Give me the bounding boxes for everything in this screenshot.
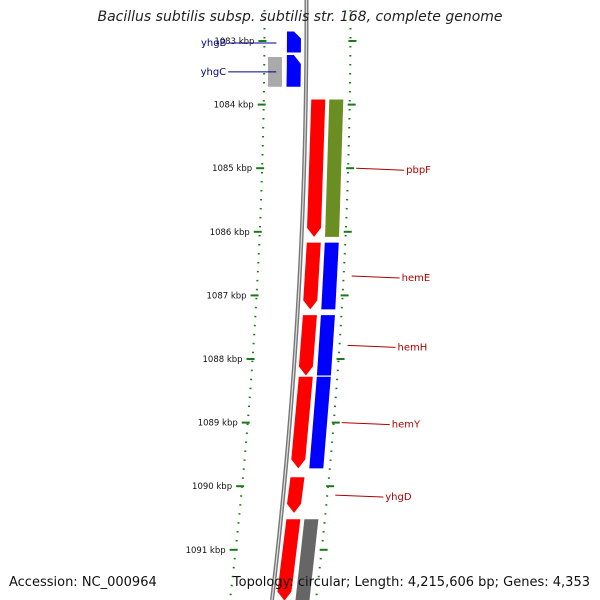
orf-block — [316, 315, 335, 376]
gene-labels: yhgB yhgC pbpF hemE hemH hemY yhgD — [201, 38, 432, 503]
gene-label: hemE — [402, 273, 431, 284]
orf-block — [325, 99, 344, 237]
gene-label: pbpF — [406, 165, 431, 176]
orf-block — [321, 242, 339, 310]
dotted-guide — [229, 10, 266, 599]
gene-label-leader — [356, 167, 405, 171]
gene-arrow — [298, 315, 317, 376]
gene-label: yhgC — [201, 67, 227, 78]
gene-label: hemY — [392, 420, 421, 431]
ruler-tick-label: 1091 kbp — [186, 546, 226, 556]
gene-arrow — [291, 376, 313, 469]
gene-label-leader — [347, 344, 396, 348]
map-title: Bacillus subtilis subsp. subtilis str. 1… — [97, 9, 503, 25]
orf-block — [295, 519, 319, 600]
ruler-tick-label: 1086 kbp — [210, 228, 250, 238]
gene-label: yhgD — [385, 492, 412, 503]
orf-block — [309, 376, 331, 469]
gene-arrow — [307, 99, 326, 237]
features — [268, 31, 344, 600]
gene-label-leader — [335, 494, 384, 498]
gene-arrow — [286, 31, 301, 53]
gene-arrow — [277, 519, 301, 600]
backbone-line-inner — [271, 0, 308, 600]
ruler-tick-label: 1087 kbp — [207, 291, 247, 301]
ruler-tick-label: 1090 kbp — [192, 482, 232, 492]
ruler-tick-label: 1088 kbp — [203, 355, 243, 365]
gene-label: yhgB — [201, 38, 227, 49]
ruler-tick-label: 1083 kbp — [214, 37, 254, 47]
gene-arrow — [286, 54, 301, 87]
gene-label: hemH — [398, 342, 428, 353]
ruler-tick-label: 1084 kbp — [214, 101, 254, 111]
gene-label-leader — [351, 275, 400, 279]
backbone-line-outer — [270, 0, 309, 600]
backbone — [270, 0, 309, 600]
genome-summary-text: Topology: circular; Length: 4,215,606 bp… — [232, 575, 590, 590]
ruler-tick-label: 1089 kbp — [198, 419, 238, 429]
accession-text: Accession: NC_000964 — [9, 575, 157, 590]
gene-label-leader — [341, 422, 390, 426]
ruler: 1083 kbp 1084 kbp 1085 kbp 1086 kbp 1087 kbp… — [186, 37, 357, 556]
ruler-tick-label: 1085 kbp — [212, 164, 252, 174]
gene-arrow — [287, 477, 305, 513]
gene-arrow — [303, 242, 321, 310]
